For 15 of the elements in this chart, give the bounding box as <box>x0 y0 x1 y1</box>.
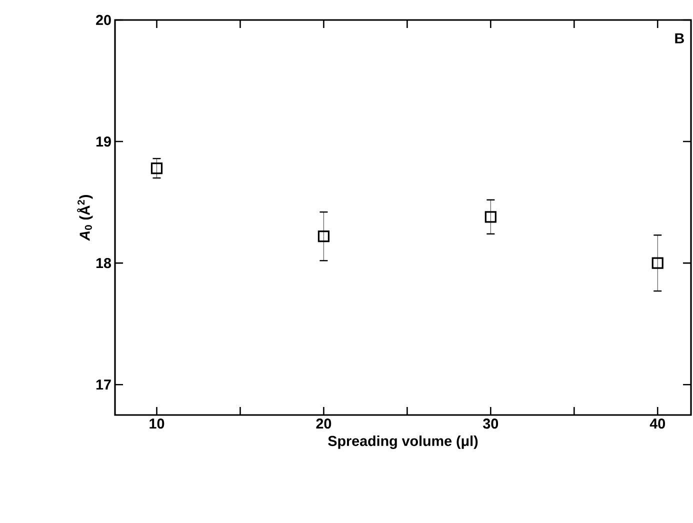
x-axis-title: Spreading volume (μl) <box>328 436 478 449</box>
x-tick-label: 30 <box>483 418 498 429</box>
y-tick-label: 17 <box>96 380 111 390</box>
y-tick-label: 19 <box>96 136 111 147</box>
y-tick-label: 18 <box>96 258 112 268</box>
x-tick-label: 40 <box>650 418 666 429</box>
x-tick-label: 10 <box>150 418 164 429</box>
x-tick-label: 20 <box>316 418 332 429</box>
y-tick-label: 20 <box>96 14 111 26</box>
y-axis-title: A$_{0}$ (Å$^{2}$) <box>77 195 93 241</box>
annotation: B <box>675 33 684 44</box>
point <box>318 230 330 242</box>
point <box>484 211 496 223</box>
point <box>652 257 664 269</box>
point <box>150 162 163 174</box>
